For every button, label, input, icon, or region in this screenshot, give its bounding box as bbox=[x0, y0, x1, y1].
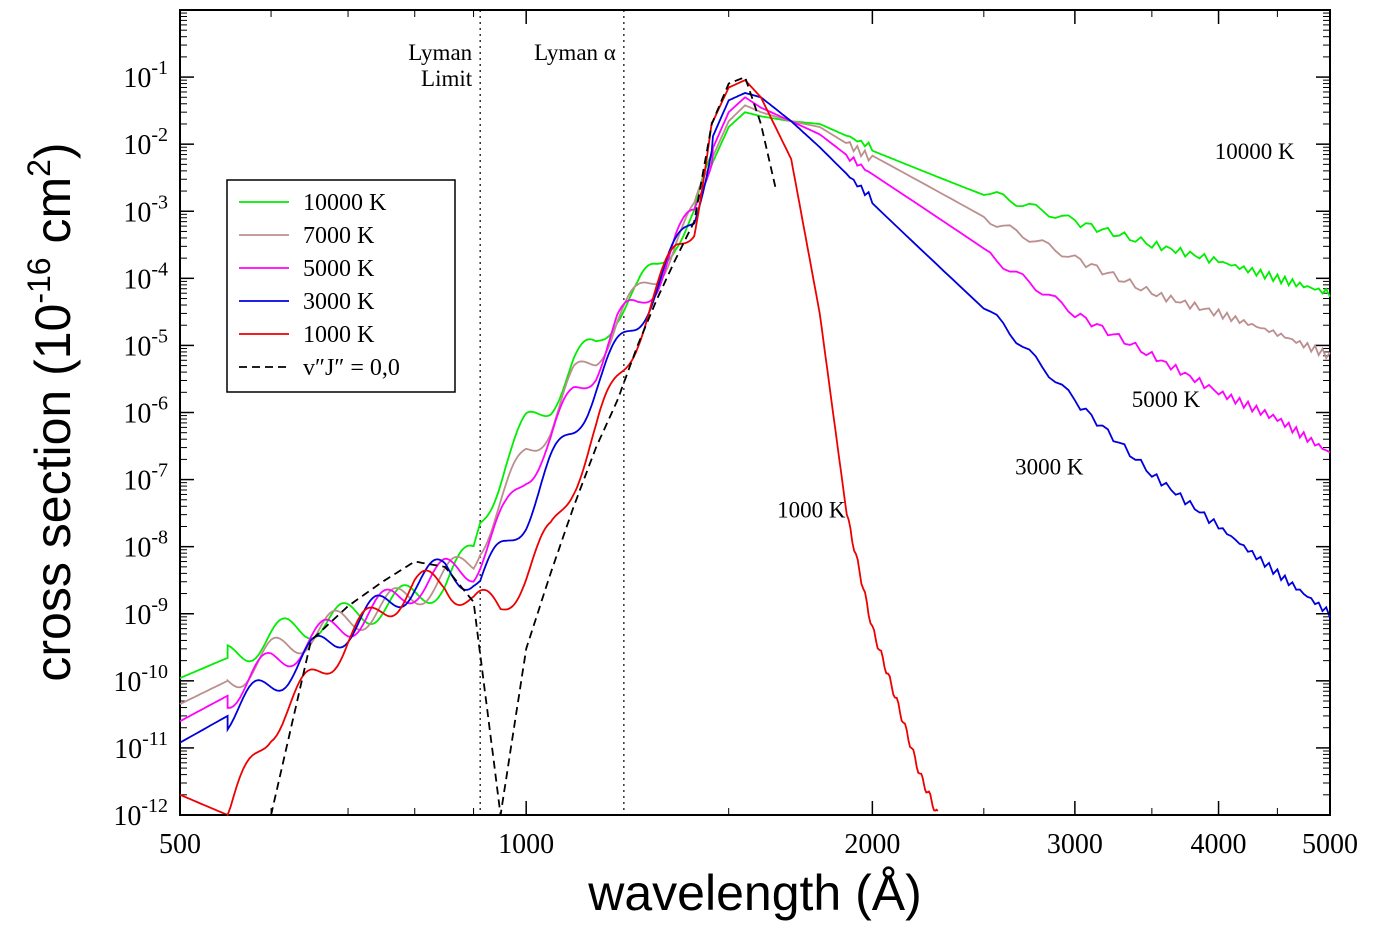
x-axis-ticks: 500 1000 2000 3000 4000 5000 bbox=[159, 10, 1358, 860]
legend: 10000 K 7000 K 5000 K 3000 K 1000 K v″J″ = 0,… bbox=[226, 179, 456, 393]
y-tick-label: 10-7 bbox=[123, 460, 168, 497]
x-tick-label: 4000 bbox=[1191, 829, 1247, 860]
y-tick-label: 10-9 bbox=[123, 594, 168, 631]
y-axis-ticks: 10-12 10-11 10-10 10-9 10-8 10-7 10-6 10-5 10-4 1… bbox=[113, 57, 1330, 832]
curve-label: 1000 K bbox=[777, 498, 846, 523]
y-tick-label: 10-12 bbox=[113, 795, 168, 832]
legend-label: 3000 K bbox=[303, 289, 375, 315]
legend-label: 10000 K bbox=[303, 190, 387, 216]
y-tick-label: 10-11 bbox=[114, 728, 168, 765]
x-tick-label: 1000 bbox=[498, 829, 554, 860]
curve-label: 5000 K bbox=[1132, 387, 1201, 412]
y-tick-label: 10-10 bbox=[113, 661, 168, 698]
curve-label: 10000 K bbox=[1215, 139, 1295, 164]
y-tick-label: 10-2 bbox=[123, 124, 168, 161]
y-tick-label: 10-3 bbox=[123, 191, 168, 228]
y-tick-label: 10-4 bbox=[123, 258, 168, 295]
y-tick-label: 10-5 bbox=[123, 325, 168, 362]
legend-label: 5000 K bbox=[303, 256, 375, 282]
series-group bbox=[179, 75, 1331, 817]
legend-box bbox=[226, 179, 456, 393]
series-line-4 bbox=[179, 79, 939, 817]
x-axis-title: wavelength (Å) bbox=[587, 865, 922, 921]
plot-frame bbox=[179, 9, 1331, 816]
series-line-5 bbox=[180, 75, 778, 816]
reference-line-label: Lyman bbox=[408, 40, 472, 65]
legend-label: 1000 K bbox=[303, 322, 375, 348]
y-tick-label: 10-8 bbox=[123, 527, 168, 564]
y-tick-label: 10-6 bbox=[123, 393, 168, 430]
series-line-2 bbox=[179, 96, 1331, 722]
reference-line-label: Limit bbox=[421, 66, 473, 91]
x-tick-label: 5000 bbox=[1302, 829, 1358, 860]
legend-label: v″J″ = 0,0 bbox=[303, 355, 400, 381]
x-tick-label: 2000 bbox=[844, 829, 900, 860]
y-tick-label: 10-1 bbox=[123, 57, 168, 94]
series-line-3 bbox=[179, 92, 1331, 744]
x-tick-label: 3000 bbox=[1047, 829, 1103, 860]
minor-ticks bbox=[180, 10, 1330, 815]
y-axis-title: cross section (10-16 cm2) bbox=[21, 142, 81, 681]
reference-line-label: Lyman α bbox=[534, 40, 616, 65]
series-line-0 bbox=[179, 111, 1331, 679]
legend-label: 7000 K bbox=[303, 223, 375, 249]
curve-annotations: 10000 K 5000 K 3000 K 1000 K bbox=[777, 139, 1295, 523]
curve-label: 3000 K bbox=[1015, 454, 1084, 479]
x-tick-label: 500 bbox=[159, 829, 201, 860]
